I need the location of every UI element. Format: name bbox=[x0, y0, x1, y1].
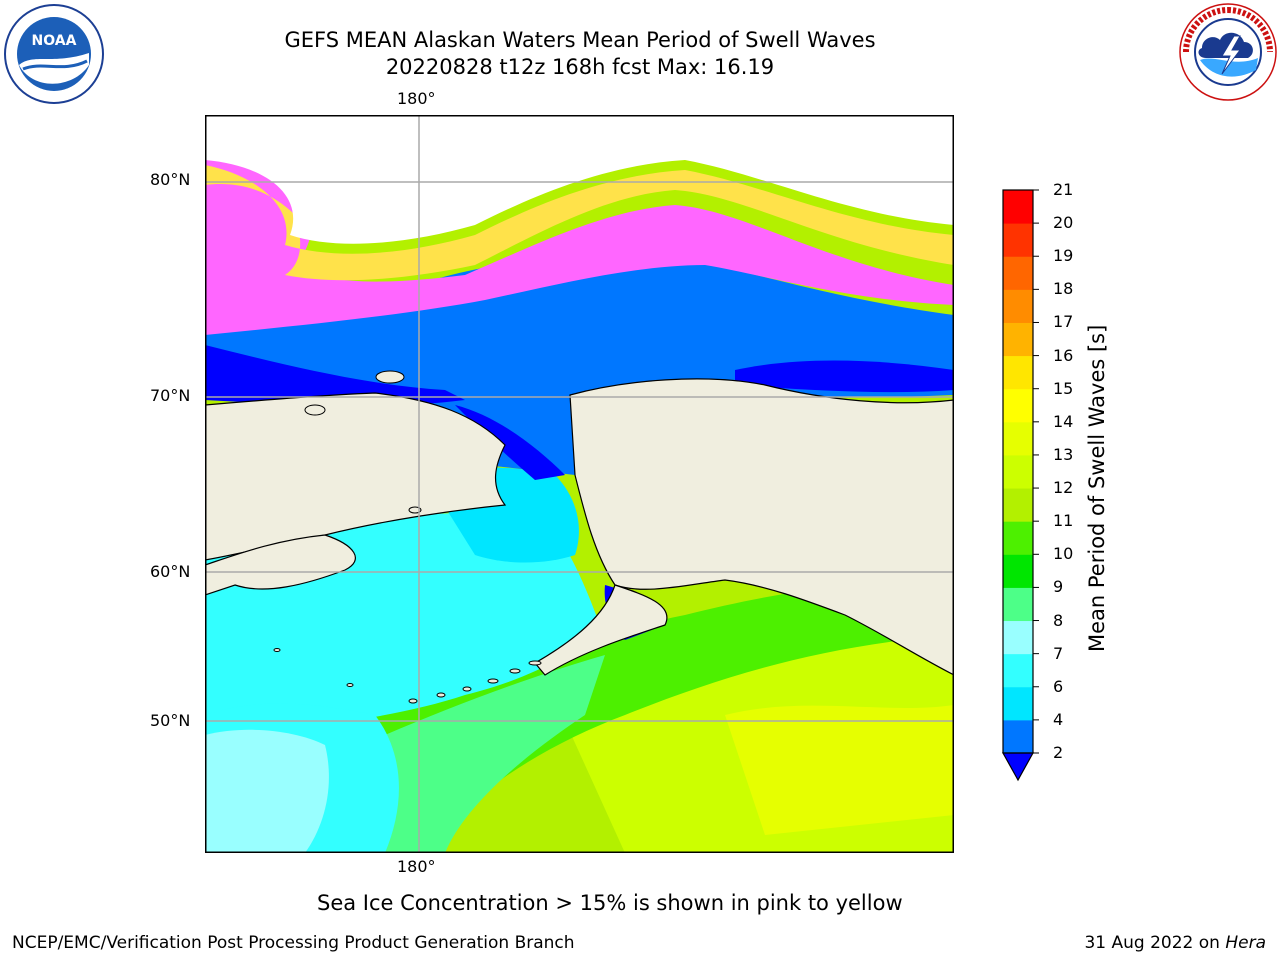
swell-zone-11s bbox=[365, 575, 954, 853]
colorbar-tick-label: 21 bbox=[1053, 180, 1074, 199]
land-alaska-peninsula bbox=[534, 584, 668, 676]
colorbar-swatch bbox=[1003, 322, 1033, 357]
colorbar-swatch bbox=[1003, 223, 1033, 257]
sea-ice-pink bbox=[205, 148, 954, 335]
chart-title: GEFS MEAN Alaskan Waters Mean Period of … bbox=[284, 28, 876, 52]
colorbar-swatch bbox=[1003, 190, 1033, 224]
lat-label-80n: 80°N bbox=[150, 170, 191, 189]
footer-date: 31 Aug 2022 on bbox=[1084, 933, 1226, 953]
colorbar-tick-label: 13 bbox=[1053, 444, 1074, 464]
colorbar-tick-label: 9 bbox=[1053, 577, 1064, 597]
colorbar-swatch bbox=[1003, 653, 1033, 688]
sea-ice-caption: Sea Ice Concentration > 15% is shown in … bbox=[317, 891, 903, 915]
colorbar-tick-label: 2 bbox=[1053, 743, 1064, 762]
colorbar bbox=[1001, 189, 1039, 782]
colorbar-swatch bbox=[1003, 488, 1033, 522]
lat-label-60n: 60°N bbox=[150, 562, 191, 581]
colorbar-tick-label: 10 bbox=[1053, 544, 1074, 564]
lat-label-70n: 70°N bbox=[150, 386, 191, 405]
colorbar-swatch bbox=[1003, 587, 1033, 622]
colorbar-tick-label: 14 bbox=[1053, 411, 1074, 431]
graticule bbox=[205, 115, 954, 853]
lat-label-50n: 50°N bbox=[150, 711, 191, 730]
colorbar-swatch bbox=[1003, 388, 1033, 423]
below-2s-strait bbox=[455, 405, 565, 480]
colorbar-extend-triangle bbox=[1001, 752, 1035, 782]
footer-host: Hera bbox=[1225, 933, 1266, 953]
nws-logo-icon bbox=[1179, 3, 1277, 101]
footer-credit: NCEP/EMC/Verification Post Processing Pr… bbox=[12, 933, 575, 953]
colorbar-tick-label: 19 bbox=[1053, 246, 1074, 266]
colorbar-tick-label: 18 bbox=[1053, 279, 1074, 299]
below-2s-arctic-shelf bbox=[205, 345, 465, 406]
swell-zone-7s bbox=[205, 729, 329, 853]
swell-period-map bbox=[205, 115, 954, 853]
colorbar-tick-label: 8 bbox=[1053, 610, 1064, 630]
colorbar-swatch bbox=[1003, 620, 1033, 655]
colorbar-swatch bbox=[1003, 454, 1033, 489]
colorbar-tick-label: 6 bbox=[1053, 676, 1064, 696]
colorbar-tick-marks bbox=[1033, 189, 1039, 754]
colorbar-tick-label: 7 bbox=[1053, 643, 1064, 663]
colorbar-swatch bbox=[1003, 256, 1033, 290]
sea-ice-white bbox=[205, 115, 954, 244]
lon-label-bottom: 180° bbox=[397, 857, 436, 876]
colorbar-tick-label: 11 bbox=[1053, 511, 1074, 531]
colorbar-tick-label: 15 bbox=[1053, 378, 1074, 398]
colorbar-swatch bbox=[1003, 355, 1033, 390]
colorbar-swatch bbox=[1003, 289, 1033, 323]
noaa-wordmark: NOAA bbox=[32, 33, 77, 49]
noaa-logo-icon: NOAA bbox=[4, 4, 104, 104]
sea-ice-yellow bbox=[205, 165, 954, 281]
colorbar-label: Mean Period of Swell Waves [s] bbox=[1085, 324, 1109, 652]
colorbar-frame bbox=[1002, 189, 1034, 754]
colorbar-tick-label: 20 bbox=[1053, 213, 1074, 233]
colorbar-swatch bbox=[1003, 421, 1033, 456]
colorbar-swatch bbox=[1003, 686, 1033, 721]
colorbar-tick-label: 12 bbox=[1053, 478, 1074, 498]
colorbar-swatch bbox=[1003, 554, 1033, 588]
below-2s-beaufort bbox=[735, 360, 954, 393]
map-frame bbox=[205, 115, 954, 853]
lon-label-top: 180° bbox=[397, 89, 436, 108]
colorbar-tick-label: 4 bbox=[1053, 709, 1064, 729]
colorbar-tick-label: 17 bbox=[1053, 312, 1074, 332]
colorbar-swatches bbox=[1003, 190, 1033, 754]
swell-zone-9s bbox=[385, 655, 605, 853]
swell-zone-14s bbox=[725, 705, 954, 835]
aleutian-islands bbox=[273, 370, 542, 704]
colorbar-tick-label: 16 bbox=[1053, 345, 1074, 365]
footer-timestamp: 31 Aug 2022 on Hera bbox=[1084, 933, 1266, 953]
colorbar-swatch bbox=[1003, 719, 1033, 754]
land-chukotka bbox=[205, 534, 356, 596]
colorbar-swatch bbox=[1003, 521, 1033, 555]
chart-subtitle: 20220828 t12z 168h fcst Max: 16.19 bbox=[385, 55, 775, 79]
